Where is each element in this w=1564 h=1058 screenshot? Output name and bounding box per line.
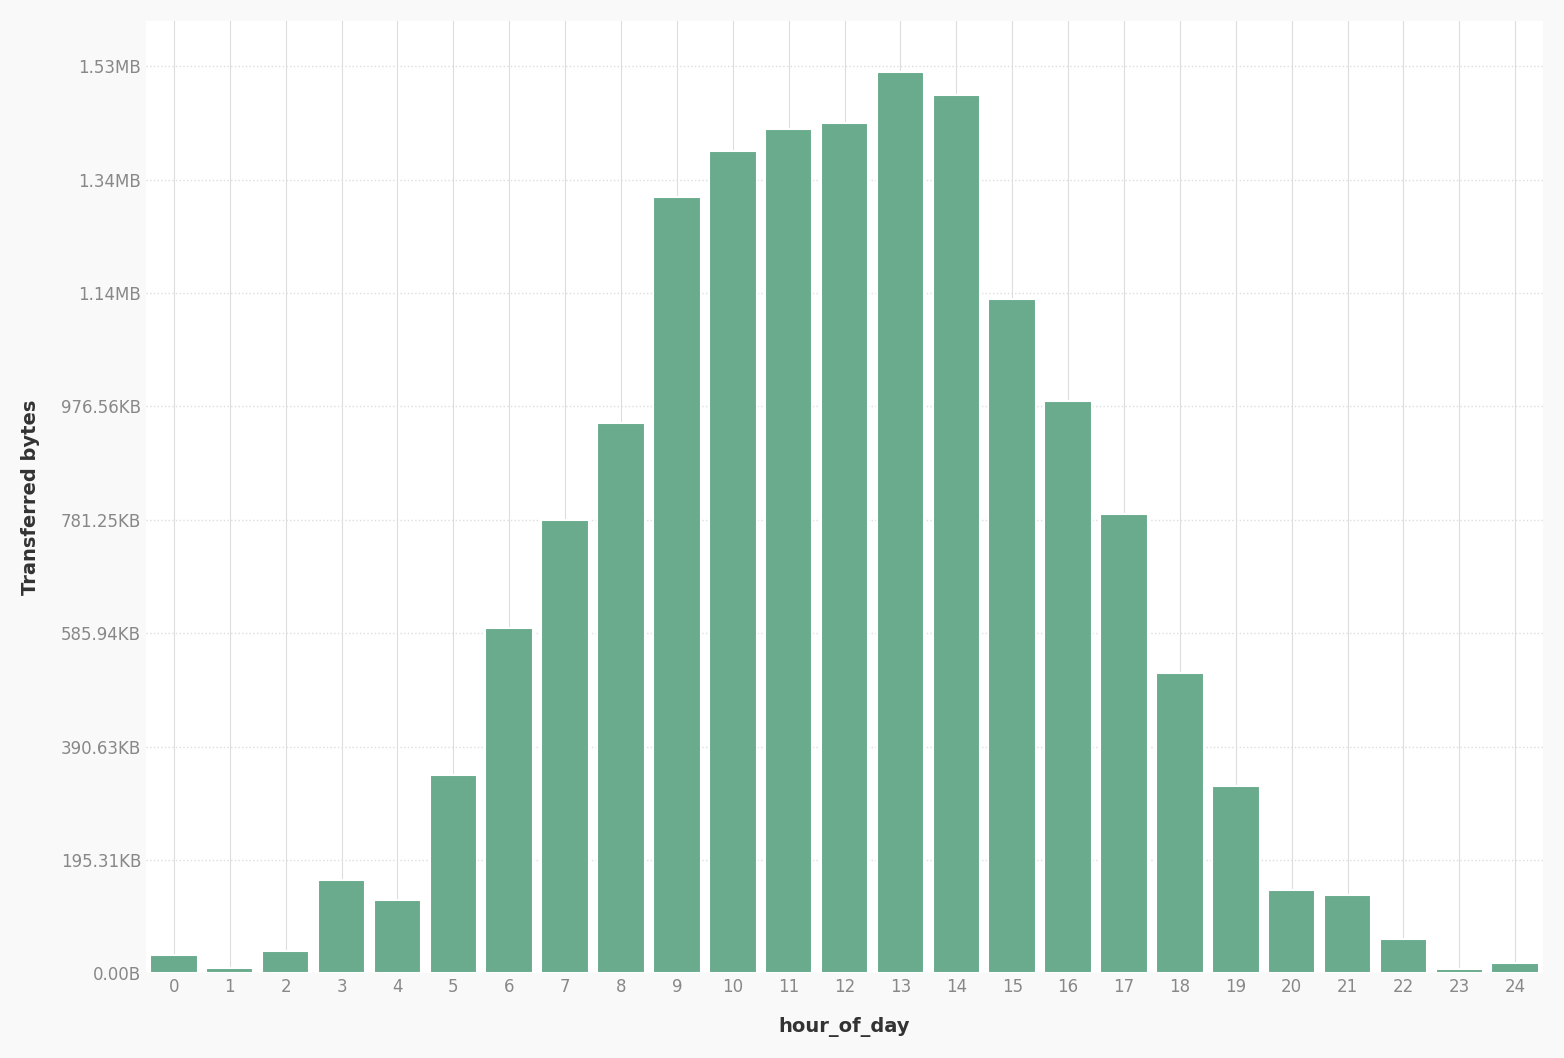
Bar (317, 880, 366, 973)
Bar (541, 519, 588, 973)
Bar (261, 951, 310, 973)
Bar (821, 123, 868, 973)
Bar (708, 151, 757, 973)
Bar (1156, 673, 1204, 973)
Bar (597, 423, 644, 973)
Bar (654, 197, 701, 973)
Bar (206, 968, 253, 973)
Bar (932, 94, 981, 973)
Bar (1492, 963, 1539, 973)
Bar (1268, 890, 1315, 973)
X-axis label: hour_of_day: hour_of_day (779, 1017, 910, 1037)
Bar (1212, 786, 1259, 973)
Bar (1323, 895, 1372, 973)
Bar (988, 298, 1035, 973)
Bar (1045, 401, 1092, 973)
Bar (765, 129, 812, 973)
Bar (430, 776, 477, 973)
Bar (877, 72, 924, 973)
Bar (150, 955, 197, 973)
Bar (1436, 969, 1483, 973)
Bar (1379, 940, 1428, 973)
Bar (374, 899, 421, 973)
Bar (485, 627, 533, 973)
Bar (1099, 514, 1148, 973)
Y-axis label: Transferred bytes: Transferred bytes (20, 400, 39, 595)
